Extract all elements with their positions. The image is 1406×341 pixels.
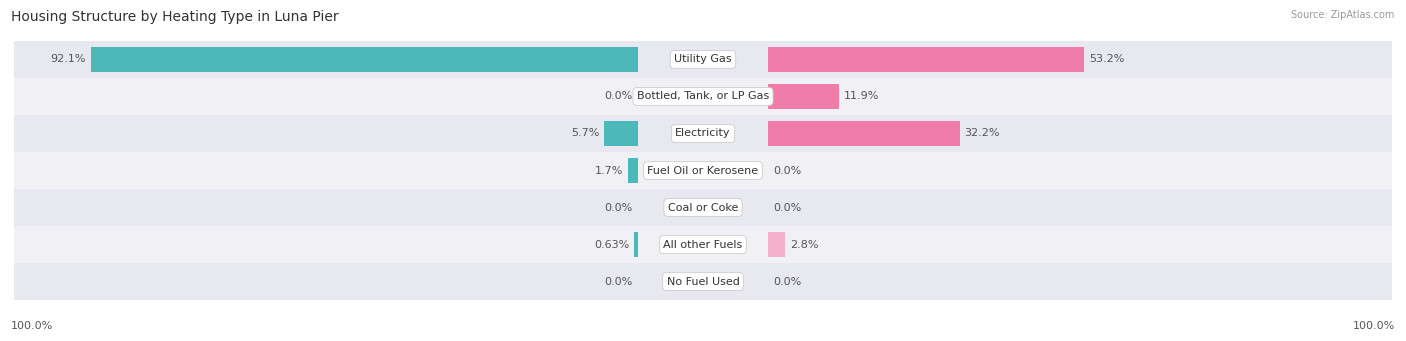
Text: All other Fuels: All other Fuels: [664, 239, 742, 250]
Text: 2.8%: 2.8%: [790, 239, 818, 250]
Bar: [634, 232, 638, 257]
Bar: [768, 47, 1084, 72]
Text: 32.2%: 32.2%: [965, 129, 1000, 138]
Bar: [603, 121, 638, 146]
Bar: [90, 47, 638, 72]
Bar: [14, 41, 1392, 78]
Text: 100.0%: 100.0%: [11, 321, 53, 331]
Text: 0.0%: 0.0%: [605, 277, 633, 286]
Text: 0.0%: 0.0%: [773, 165, 801, 176]
Text: No Fuel Used: No Fuel Used: [666, 277, 740, 286]
Text: Housing Structure by Heating Type in Luna Pier: Housing Structure by Heating Type in Lun…: [11, 10, 339, 24]
Text: 53.2%: 53.2%: [1090, 55, 1125, 64]
Bar: [627, 158, 638, 183]
Text: 92.1%: 92.1%: [51, 55, 86, 64]
Text: Source: ZipAtlas.com: Source: ZipAtlas.com: [1291, 10, 1395, 20]
Bar: [14, 226, 1392, 263]
Text: 1.7%: 1.7%: [595, 165, 623, 176]
Text: 0.0%: 0.0%: [605, 203, 633, 212]
Bar: [768, 84, 839, 109]
Text: 100.0%: 100.0%: [1353, 321, 1395, 331]
Bar: [14, 189, 1392, 226]
Text: 0.63%: 0.63%: [593, 239, 628, 250]
Text: 0.0%: 0.0%: [773, 203, 801, 212]
Text: Electricity: Electricity: [675, 129, 731, 138]
Text: 5.7%: 5.7%: [571, 129, 599, 138]
Bar: [14, 115, 1392, 152]
Text: 11.9%: 11.9%: [844, 91, 879, 102]
Text: 0.0%: 0.0%: [773, 277, 801, 286]
Bar: [14, 263, 1392, 300]
Text: Fuel Oil or Kerosene: Fuel Oil or Kerosene: [647, 165, 759, 176]
Bar: [768, 121, 959, 146]
Bar: [768, 232, 785, 257]
Text: Bottled, Tank, or LP Gas: Bottled, Tank, or LP Gas: [637, 91, 769, 102]
Text: 0.0%: 0.0%: [605, 91, 633, 102]
Text: Coal or Coke: Coal or Coke: [668, 203, 738, 212]
Bar: [14, 152, 1392, 189]
Text: Utility Gas: Utility Gas: [675, 55, 731, 64]
Bar: [14, 78, 1392, 115]
